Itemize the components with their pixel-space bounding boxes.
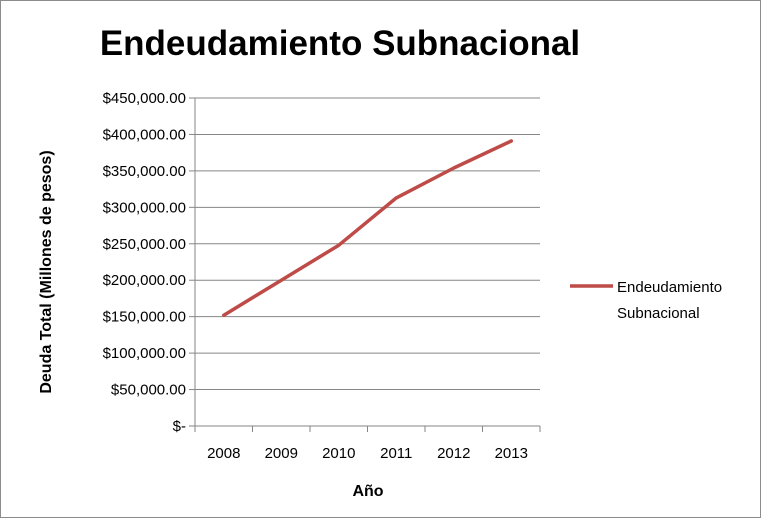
axes [189,97,541,432]
x-tick-labels: 2008 2009 2010 2011 2012 2013 [207,445,528,462]
y-tick-label: $- [173,418,186,435]
y-tick-labels: $- $50,000.00 $100,000.00 $150,000.00 $200,0… [103,90,186,435]
y-tick-label: $300,000.00 [103,199,186,216]
series-line [222,139,514,317]
legend: Endeudamiento Subnacional [570,279,722,322]
x-tick-label: 2008 [207,445,240,462]
y-tick-label: $350,000.00 [103,163,186,180]
y-tick-label: $450,000.00 [103,90,186,107]
y-tick-label: $50,000.00 [111,382,186,399]
x-tick-label: 2011 [380,445,412,462]
y-tick-label: $400,000.00 [103,126,186,143]
y-axis-title: Deuda Total (Millones de pesos) [38,150,55,393]
series-lines [222,139,514,317]
x-axis-title: Año [352,483,383,500]
x-tick-label: 2012 [437,445,470,462]
x-tick-label: 2009 [265,445,298,462]
x-tick-label: 2013 [495,445,528,462]
chart-title: Endeudamiento Subnacional [99,24,581,63]
y-tick-label: $250,000.00 [103,236,186,253]
legend-label-line-2: Subnacional [617,305,700,322]
legend-label-line-1: Endeudamiento [617,279,722,296]
x-tick-label: 2010 [322,445,355,462]
gridlines [195,97,540,391]
y-tick-label: $200,000.00 [103,272,186,289]
y-tick-label: $100,000.00 [103,345,186,362]
y-tick-label: $150,000.00 [103,309,186,326]
